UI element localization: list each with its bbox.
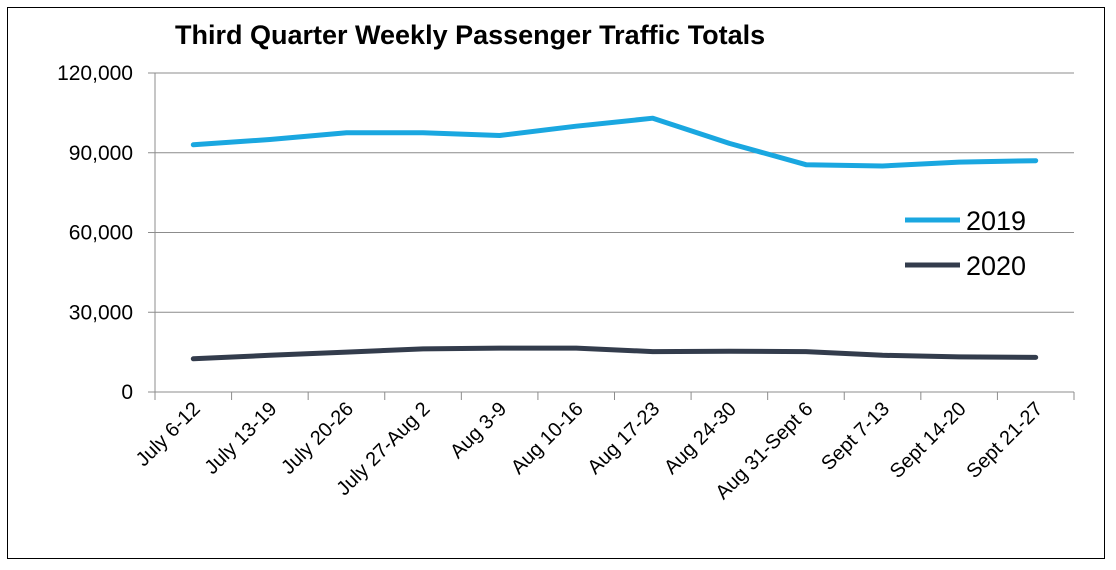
x-tick-label: Sept 21-27	[962, 398, 1047, 483]
y-tick-label: 0	[121, 381, 133, 404]
chart-frame	[7, 7, 1105, 559]
data-point-2019	[727, 141, 732, 146]
series-line-2020	[190, 345, 1039, 362]
data-point-2020	[191, 356, 196, 361]
data-point-2020	[344, 350, 349, 355]
x-tick-label: Aug 10-16	[507, 398, 588, 479]
data-point-2019	[344, 130, 349, 135]
data-point-2019	[650, 116, 655, 121]
data-point-2020	[1033, 355, 1038, 360]
data-point-2019	[880, 164, 885, 169]
data-point-2020	[421, 346, 426, 351]
data-point-2020	[803, 349, 808, 354]
data-point-2020	[650, 349, 655, 354]
x-tick-label: Sept 7-13	[817, 398, 894, 475]
data-point-2019	[421, 130, 426, 135]
x-tick-label: July 20-26	[277, 398, 358, 479]
data-point-2019	[267, 137, 272, 142]
x-tick-label: Sept 14-20	[886, 398, 971, 483]
data-point-2020	[957, 354, 962, 359]
series-line-2019	[190, 115, 1039, 169]
y-tick-label: 30,000	[69, 301, 133, 324]
y-tick-label: 120,000	[57, 62, 133, 85]
data-point-2019	[1033, 158, 1038, 163]
data-point-2020	[727, 349, 732, 354]
data-point-2019	[957, 160, 962, 165]
x-tick-label: Aug 3-9	[446, 398, 511, 463]
data-point-2020	[574, 346, 579, 351]
y-tick-label: 60,000	[69, 222, 133, 245]
data-point-2020	[267, 353, 272, 358]
data-point-2019	[803, 162, 808, 167]
data-point-2020	[880, 353, 885, 358]
x-tick-label: July 6-12	[132, 398, 205, 471]
legend-label-2019: 2019	[966, 206, 1026, 236]
x-tick-label: July 13-19	[201, 398, 282, 479]
legend-label-2020: 2020	[966, 251, 1026, 281]
data-point-2019	[497, 133, 502, 138]
data-point-2020	[497, 346, 502, 351]
data-point-2019	[574, 124, 579, 129]
y-tick-label: 90,000	[69, 142, 133, 165]
x-tick-label: Aug 17-23	[584, 398, 665, 479]
x-tick-label: Aug 24-30	[660, 398, 741, 479]
chart-title: Third Quarter Weekly Passenger Traffic T…	[175, 20, 766, 50]
data-point-2019	[191, 142, 196, 147]
